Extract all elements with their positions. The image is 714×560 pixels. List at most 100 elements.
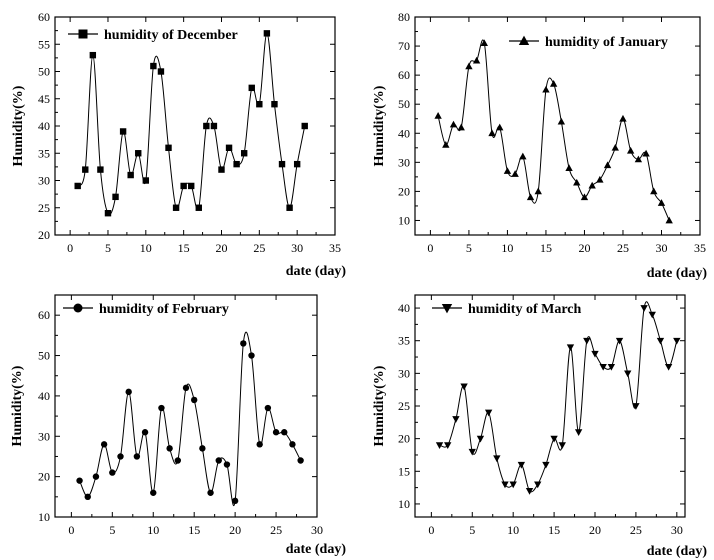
y-tick-label: 40 — [398, 301, 410, 315]
data-point — [141, 429, 149, 436]
data-point — [488, 129, 496, 137]
data-point — [210, 122, 218, 130]
data-point — [109, 469, 116, 476]
y-tick-label: 40 — [398, 126, 410, 140]
data-point — [100, 441, 108, 448]
data-point — [233, 160, 240, 168]
data-point — [457, 123, 465, 131]
data-point — [526, 193, 535, 201]
x-tick-label: 5 — [105, 241, 111, 255]
legend-entry: humidity of March — [468, 302, 582, 317]
y-tick-label: 30 — [398, 366, 410, 380]
data-point — [125, 388, 132, 396]
plot-frame — [414, 16, 701, 236]
x-tick-label: 15 — [188, 523, 200, 537]
x-axis-title: date (day) — [647, 266, 708, 281]
data-point — [248, 352, 255, 359]
data-point — [133, 453, 141, 460]
x-tick-label: 25 — [630, 523, 642, 537]
data-point — [195, 204, 202, 211]
data-point — [626, 146, 635, 154]
legend-entry: humidity of February — [99, 302, 229, 317]
data-point — [82, 166, 89, 173]
data-point — [634, 155, 643, 163]
data-point — [599, 363, 607, 371]
chart-march: 0 5 10 15 20 25 30 10 15 20 25 30 35 40 date (day) Humi… — [372, 294, 707, 559]
y-tick-label: 70 — [398, 39, 410, 53]
data-point — [157, 68, 165, 75]
y-tick-label: 15 — [398, 464, 410, 478]
data-point — [182, 384, 190, 392]
data-point — [640, 305, 648, 312]
data-point — [493, 455, 501, 463]
data-point — [619, 114, 627, 122]
data-point — [596, 175, 604, 183]
data-point — [442, 141, 450, 148]
data-point — [588, 181, 596, 189]
data-point — [264, 404, 272, 412]
data-point — [272, 429, 280, 436]
data-point — [496, 123, 504, 131]
x-tick-label: 25 — [617, 241, 629, 255]
data-point — [465, 62, 473, 70]
data-point — [150, 489, 157, 496]
data-point — [165, 144, 172, 151]
x-tick-label: 35 — [329, 241, 341, 255]
x-axis-title: date (day) — [286, 264, 347, 279]
data-point — [76, 477, 83, 484]
y-tick-label: 10 — [398, 213, 410, 227]
data-point — [476, 435, 485, 443]
data-point — [225, 144, 233, 151]
data-point — [278, 160, 286, 168]
data-point — [142, 177, 150, 184]
legend-marker — [441, 303, 453, 314]
data-point — [650, 187, 658, 195]
legend-entry: humidity of December — [104, 28, 238, 43]
data-point — [166, 445, 173, 452]
data-point — [656, 337, 665, 345]
data-point — [271, 101, 278, 108]
x-tick-label: 10 — [140, 241, 152, 255]
y-tick-label: 50 — [38, 349, 50, 363]
data-point — [231, 497, 239, 505]
data-point — [565, 164, 573, 172]
data-point — [657, 199, 666, 206]
data-point — [180, 182, 187, 190]
data-point — [503, 167, 512, 174]
data-point — [583, 337, 591, 345]
chart-january: 0 5 10 15 20 25 30 35 10 20 30 40 50 60 70 80 date (day)… — [372, 10, 707, 281]
data-point — [468, 448, 476, 456]
data-point — [218, 166, 225, 173]
y-tick-label: 35 — [38, 146, 50, 160]
data-point — [452, 416, 460, 423]
x-tick-label: 5 — [466, 241, 472, 255]
chart-december: 0 5 10 15 20 25 30 35 20 25 30 35 40 45 50 55 60 date (da… — [11, 10, 346, 279]
data-point — [642, 149, 650, 157]
data-point — [534, 481, 542, 489]
legend-entry: humidity of January — [545, 35, 668, 50]
data-point — [223, 461, 231, 468]
x-tick-label: 15 — [178, 241, 190, 255]
data-point — [240, 340, 247, 347]
data-point — [158, 404, 165, 412]
data-point — [480, 39, 489, 47]
y-tick-label: 55 — [38, 37, 50, 51]
x-tick-label: 10 — [501, 241, 513, 255]
x-tick-label: 10 — [507, 523, 519, 537]
y-tick-label: 40 — [38, 119, 50, 133]
data-point — [112, 193, 119, 201]
data-point — [92, 473, 100, 480]
data-point — [97, 166, 104, 173]
data-point — [449, 120, 458, 128]
y-axis-title: Humidity(%) — [372, 365, 387, 446]
y-tick-label: 60 — [38, 308, 50, 322]
y-tick-label: 25 — [398, 399, 410, 413]
y-tick-label: 25 — [38, 201, 50, 215]
data-point — [188, 182, 195, 190]
x-tick-label: 30 — [671, 523, 683, 537]
data-point — [150, 62, 157, 70]
data-point — [256, 441, 263, 448]
x-tick-label: 15 — [548, 523, 560, 537]
y-axis-title: Humidity(%) — [372, 85, 387, 166]
data-point — [293, 160, 301, 168]
